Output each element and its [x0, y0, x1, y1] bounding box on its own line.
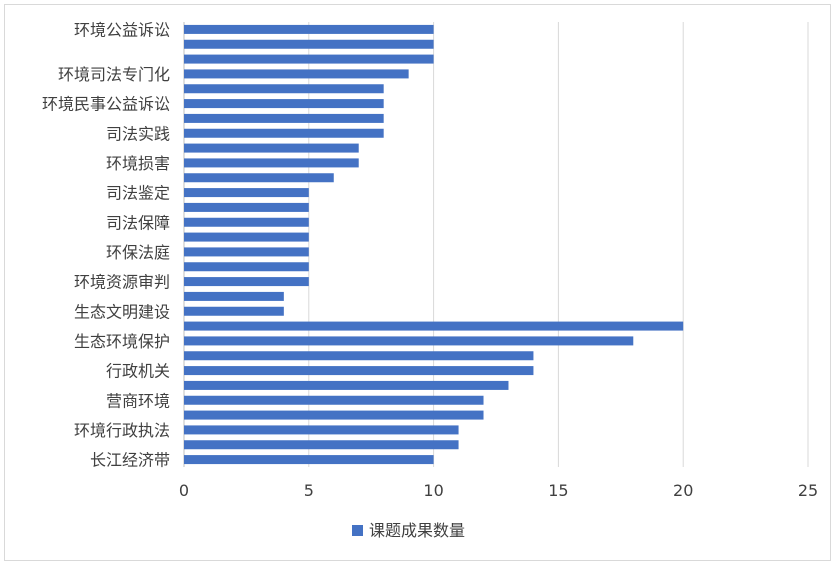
bar — [184, 54, 434, 64]
bar — [184, 440, 459, 450]
x-tick-label: 10 — [423, 481, 443, 500]
legend: 课题成果数量 — [352, 521, 465, 540]
bar — [184, 395, 484, 405]
category-label: 生态环境保护 — [74, 332, 170, 351]
bar — [184, 173, 334, 183]
bar — [184, 277, 309, 287]
category-label: 环保法庭 — [106, 243, 170, 262]
chart-frame — [4, 4, 831, 561]
bar — [184, 291, 284, 301]
gridlines — [183, 22, 809, 467]
legend-label: 课题成果数量 — [369, 521, 465, 540]
x-tick-label: 0 — [179, 481, 189, 500]
x-tick-label: 15 — [548, 481, 568, 500]
bar — [184, 336, 634, 346]
bar — [184, 99, 384, 109]
category-label: 环境民事公益诉讼 — [42, 95, 170, 114]
x-tick-label: 5 — [304, 481, 314, 500]
category-label: 司法保障 — [106, 213, 170, 232]
category-label: 环境司法专门化 — [58, 65, 170, 84]
category-label: 行政机关 — [106, 362, 170, 381]
bar — [184, 232, 309, 242]
category-label: 环境公益诉讼 — [74, 20, 170, 39]
bar — [184, 128, 384, 138]
bar — [184, 113, 384, 123]
category-label: 司法实践 — [106, 124, 170, 143]
bar — [184, 366, 534, 376]
category-label: 环境资源审判 — [74, 273, 170, 292]
x-tick-labels: 0 5 10 15 20 25 — [179, 481, 818, 500]
legend-swatch — [352, 525, 363, 536]
category-label: 长江经济带 — [90, 451, 170, 470]
bar — [184, 39, 434, 49]
category-label: 营商环境 — [106, 391, 170, 410]
category-label: 生态文明建设 — [74, 302, 170, 321]
category-label: 司法鉴定 — [106, 184, 170, 203]
bar — [184, 455, 434, 465]
category-labels: 环境公益诉讼环境司法专门化环境民事公益诉讼司法实践环境损害司法鉴定司法保障环保法… — [42, 20, 170, 469]
bar — [184, 217, 309, 227]
category-label: 环境行政执法 — [74, 421, 170, 440]
bar — [184, 69, 409, 79]
bar — [184, 143, 359, 153]
bar — [184, 24, 434, 34]
bar — [184, 410, 484, 420]
category-label: 环境损害 — [106, 154, 170, 173]
bar — [184, 247, 309, 257]
bar — [184, 262, 309, 272]
bar — [184, 425, 459, 435]
bar — [184, 321, 684, 331]
bar — [184, 158, 359, 168]
x-tick-label: 25 — [798, 481, 818, 500]
bar — [184, 306, 284, 316]
x-tick-label: 20 — [673, 481, 693, 500]
bar — [184, 351, 534, 361]
bar — [184, 380, 509, 390]
bars — [184, 24, 684, 465]
bar — [184, 202, 309, 212]
bar — [184, 84, 384, 94]
bar — [184, 188, 309, 198]
